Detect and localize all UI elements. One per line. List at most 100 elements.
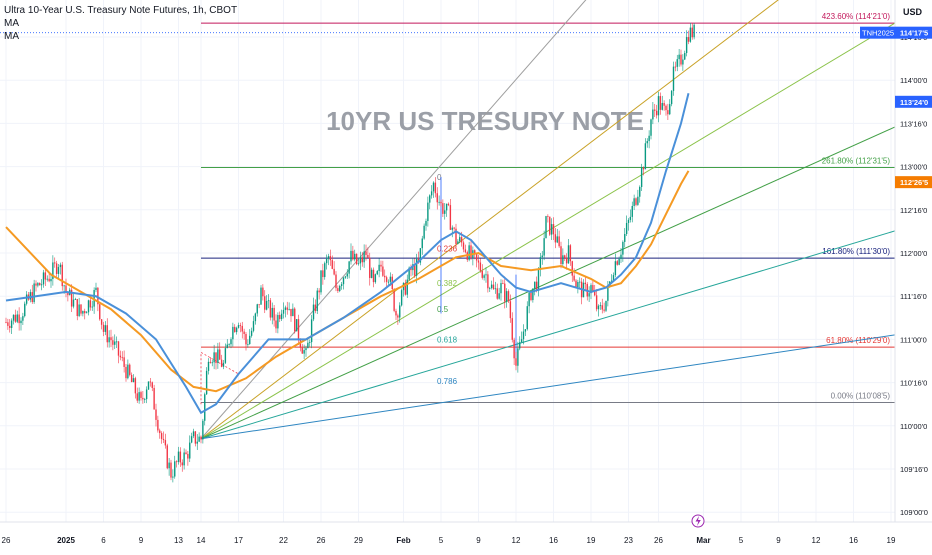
candle-body xyxy=(438,201,440,203)
candle-body xyxy=(262,287,264,297)
candle-body xyxy=(522,331,525,340)
candle-body xyxy=(134,378,137,394)
fib-extension-label: 161.80% (111'30'0) xyxy=(822,247,890,256)
candle-body xyxy=(547,216,549,217)
fib-extension-label: 0.00% (110'08'5) xyxy=(831,391,891,400)
candle-body xyxy=(130,374,133,383)
candle-body xyxy=(327,256,330,259)
symbol-title[interactable]: Ultra 10-Year U.S. Treasury Note Futures… xyxy=(4,5,238,16)
candle-body xyxy=(631,205,633,217)
candle-body xyxy=(297,319,300,341)
candle-body xyxy=(99,304,101,320)
candle-body xyxy=(275,320,277,329)
lightning-icon-bolt xyxy=(695,516,701,526)
candle-body xyxy=(91,306,93,308)
candle-body xyxy=(39,283,41,286)
candle-body xyxy=(415,258,418,276)
candle-body xyxy=(539,257,542,270)
candle-body xyxy=(637,196,639,205)
candle-body xyxy=(549,216,551,235)
candle-body xyxy=(127,364,129,379)
candle-body xyxy=(183,452,185,466)
fan-line xyxy=(200,230,895,440)
ma-legend-2[interactable]: MA xyxy=(4,31,19,42)
candle-body xyxy=(241,325,243,332)
candle-body xyxy=(318,290,320,293)
price-tag-value: 112'26'5 xyxy=(900,178,928,187)
candle-body xyxy=(440,201,442,204)
candle-body xyxy=(492,284,495,290)
candle-body xyxy=(350,250,352,262)
candle-body xyxy=(9,325,11,328)
candle-body xyxy=(84,311,86,314)
candle-body xyxy=(333,268,335,275)
candle-body xyxy=(7,322,9,326)
candle-body xyxy=(104,325,107,332)
candle-body xyxy=(235,327,238,333)
candle-body xyxy=(567,245,570,264)
candle-body xyxy=(384,275,386,278)
candle-body xyxy=(590,285,592,294)
candle-body xyxy=(269,300,272,318)
candle-body xyxy=(97,287,99,305)
candle-body xyxy=(408,267,410,280)
candle-body xyxy=(110,337,112,341)
candle-body xyxy=(50,278,52,282)
candle-body xyxy=(565,257,568,264)
candle-body xyxy=(25,294,28,304)
fan-line xyxy=(200,0,779,440)
candle-body xyxy=(447,203,450,206)
candle-body xyxy=(427,202,429,221)
candle-body xyxy=(14,314,17,322)
fib-retracement-label: 0.236 xyxy=(437,245,458,254)
candle-body xyxy=(280,313,283,320)
candle-body xyxy=(207,361,210,371)
price-tick-label: 113'00'0 xyxy=(900,163,927,172)
candle-body xyxy=(234,326,236,333)
candle-body xyxy=(102,324,105,332)
candle-body xyxy=(74,299,77,300)
candle-body xyxy=(48,278,50,282)
candle-body xyxy=(322,270,324,278)
candle-body xyxy=(513,339,515,359)
ma-legend-1[interactable]: MA xyxy=(4,18,19,29)
candle-body xyxy=(46,278,48,280)
candle-body xyxy=(166,445,168,469)
candle-body xyxy=(541,255,543,258)
candle-body xyxy=(162,438,165,441)
price-axis-unit: USD xyxy=(903,7,923,17)
candle-body xyxy=(399,305,401,318)
candle-body xyxy=(243,331,245,334)
candle-body xyxy=(132,378,135,383)
candle-body xyxy=(20,320,22,324)
candle-body xyxy=(564,255,566,258)
candle-body xyxy=(175,461,178,463)
candle-body xyxy=(174,461,176,477)
candle-body xyxy=(504,283,506,302)
candle-body xyxy=(689,27,692,42)
candle-body xyxy=(100,319,103,325)
candle-body xyxy=(526,306,528,330)
lightning-icon[interactable] xyxy=(691,514,705,528)
candle-body xyxy=(532,288,534,301)
fib-retracement-label: 0.786 xyxy=(437,377,458,386)
price-tag-symbol-box xyxy=(860,26,895,39)
candle-body xyxy=(654,109,656,111)
candle-body xyxy=(55,263,58,274)
candle-body xyxy=(286,307,288,310)
candle-body xyxy=(687,37,690,42)
candle-body xyxy=(552,224,555,235)
candle-body xyxy=(18,314,20,324)
candle-body xyxy=(646,141,648,144)
candle-body xyxy=(314,304,317,312)
candle-body xyxy=(342,277,345,285)
candle-body xyxy=(157,419,159,431)
candle-body xyxy=(205,370,208,395)
candle-body xyxy=(432,182,435,192)
candle-body xyxy=(226,344,228,349)
candle-body xyxy=(618,258,620,265)
candle-body xyxy=(571,261,573,276)
candle-body xyxy=(595,295,598,310)
